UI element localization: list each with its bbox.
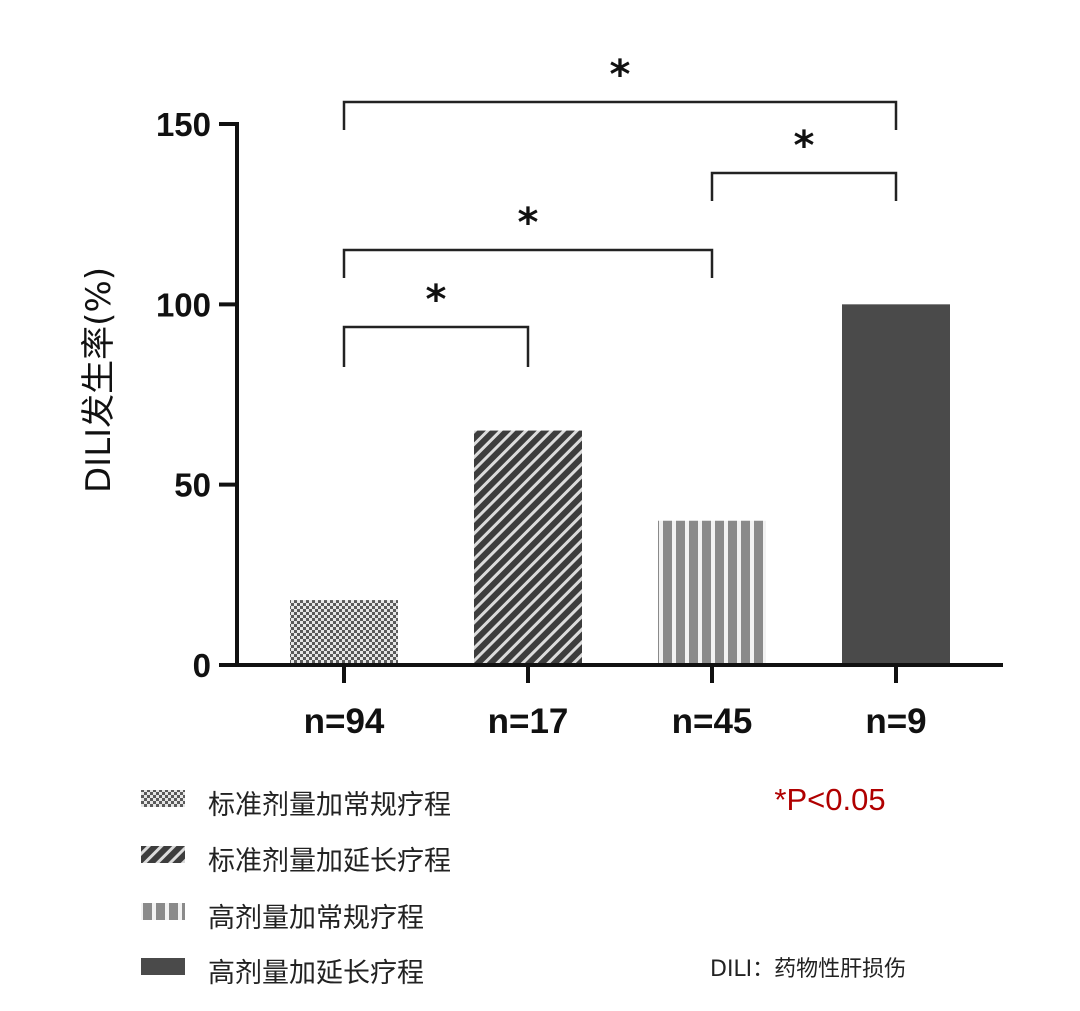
bar-1: [290, 600, 398, 665]
legend-swatch-1: [141, 790, 185, 807]
significance-star: *: [518, 200, 539, 246]
y-tick-label: 50: [174, 467, 211, 504]
bars-group: [290, 304, 950, 665]
x-tick-label: n=94: [304, 702, 385, 741]
legend-label-1: 标准剂量加常规疗程: [208, 790, 451, 821]
significance-group: * * * *: [342, 52, 898, 367]
legend-label-2: 标准剂量加延长疗程: [208, 846, 451, 877]
legend-label-4: 高剂量加延长疗程: [208, 958, 424, 989]
bar-2: [474, 430, 582, 665]
axes-group: 0 50 100 150 n=94 n=17 n=45 n=9: [156, 106, 1003, 741]
legend-label-3: 高剂量加常规疗程: [208, 903, 424, 934]
significance-note: *P<0.05: [774, 782, 885, 817]
legend-swatch-2: [141, 846, 185, 863]
bar-4: [842, 304, 950, 665]
significance-bracket: [342, 325, 530, 367]
significance-bracket: [710, 171, 898, 201]
x-tick-label: n=9: [865, 702, 926, 741]
legend-swatch-4: [141, 958, 185, 975]
legend-swatch-3: [141, 903, 185, 920]
significance-bracket: [342, 100, 898, 130]
significance-star: *: [426, 277, 447, 323]
y-axis-label: DILI发生率(%): [79, 267, 119, 493]
significance-bracket: [342, 248, 714, 278]
x-tick-label: n=45: [672, 702, 753, 741]
y-tick-label: 150: [156, 106, 211, 143]
bar-3: [658, 520, 766, 665]
x-tick-label: n=17: [488, 702, 569, 741]
significance-star: *: [794, 123, 815, 169]
y-tick-label: 100: [156, 286, 211, 323]
y-tick-label: 0: [193, 647, 211, 684]
significance-star: *: [610, 52, 631, 98]
abbreviation-note: DILI：药物性肝损伤: [710, 957, 906, 982]
